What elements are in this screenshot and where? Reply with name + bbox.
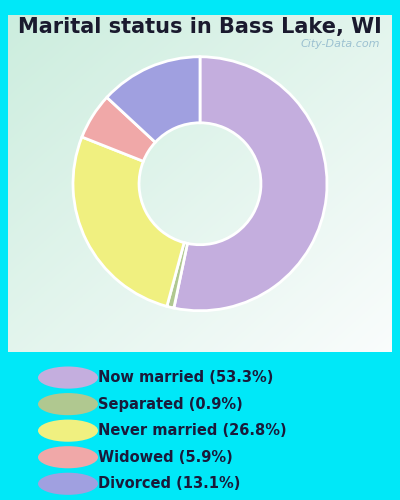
Text: Never married (26.8%): Never married (26.8%) [98, 423, 287, 438]
Text: Widowed (5.9%): Widowed (5.9%) [98, 450, 233, 464]
Circle shape [38, 420, 98, 442]
Text: City-Data.com: City-Data.com [301, 38, 380, 48]
Wedge shape [73, 137, 184, 306]
Circle shape [38, 393, 98, 415]
Text: Divorced (13.1%): Divorced (13.1%) [98, 476, 240, 492]
Wedge shape [167, 242, 188, 308]
Circle shape [38, 446, 98, 468]
Circle shape [38, 472, 98, 495]
Wedge shape [174, 56, 327, 310]
Text: Now married (53.3%): Now married (53.3%) [98, 370, 273, 385]
Text: Separated (0.9%): Separated (0.9%) [98, 396, 243, 411]
Wedge shape [107, 56, 200, 142]
Text: Marital status in Bass Lake, WI: Marital status in Bass Lake, WI [18, 18, 382, 38]
Circle shape [38, 366, 98, 388]
Wedge shape [82, 98, 155, 162]
